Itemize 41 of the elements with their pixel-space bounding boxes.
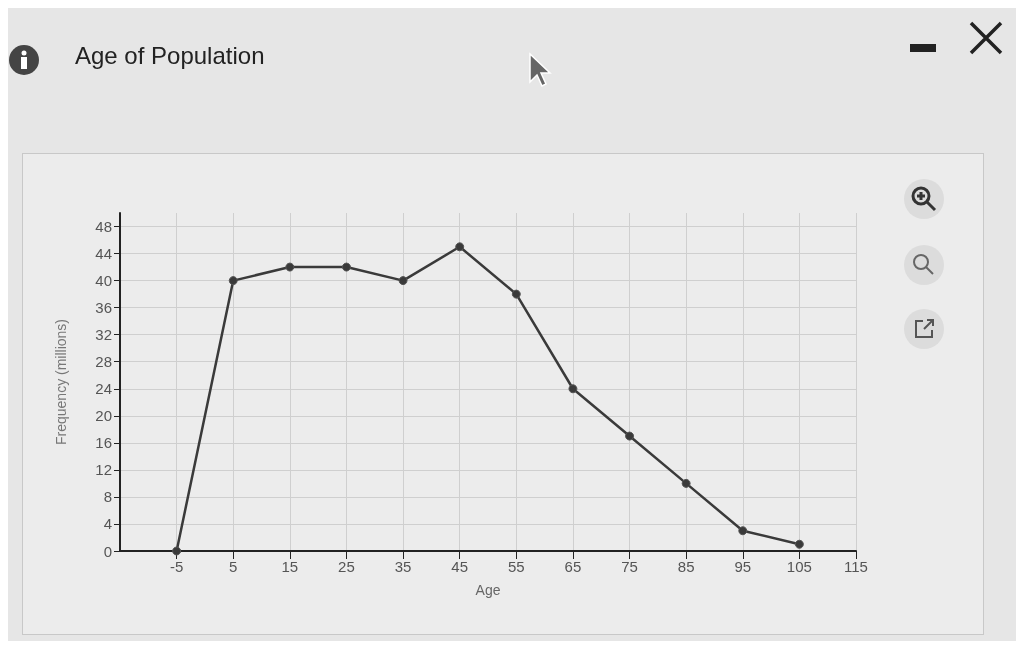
x-tick-label: 95: [734, 558, 752, 575]
point: [511, 289, 521, 299]
y-tick-label: 16: [95, 434, 112, 452]
point: [681, 478, 691, 488]
point: [398, 276, 408, 286]
x-tick-label: 5: [229, 558, 238, 575]
chart-title: Age of Population: [75, 41, 265, 69]
y-tick-label: 12: [95, 461, 112, 479]
x-tick-label: 115: [844, 558, 868, 575]
point: [172, 546, 182, 556]
x-tick-label: 65: [564, 558, 582, 575]
x-axis-title: Age: [475, 582, 501, 598]
y-tick-label: 36: [95, 299, 112, 317]
point: [455, 242, 465, 252]
y-tick-label: 0: [103, 542, 112, 560]
y-axis-title: Frequency (millions): [53, 318, 69, 446]
point: [341, 262, 351, 272]
x-tick-label: 15: [281, 558, 299, 575]
x-tick-label: 75: [621, 558, 638, 575]
x-tick-label: -5: [169, 558, 184, 575]
x-tick-label: 85: [677, 558, 695, 575]
x-tick-label: 45: [451, 558, 469, 575]
point: [625, 431, 635, 441]
y-tick-label: 28: [95, 353, 112, 371]
y-tick-label: 20: [95, 407, 112, 425]
point: [738, 526, 748, 536]
x-tick-label: 35: [394, 558, 412, 575]
y-tick-label: 8: [103, 488, 112, 506]
point: [794, 539, 804, 549]
y-tick-label: 4: [103, 515, 112, 533]
y-tick-label: 40: [95, 272, 112, 290]
point: [228, 276, 238, 286]
y-tick-label: 48: [95, 218, 112, 236]
y-tick-label: 44: [95, 245, 112, 263]
y-tick-label: 32: [95, 326, 112, 344]
point: [568, 384, 578, 394]
x-tick-label: 55: [507, 558, 525, 575]
y-tick-label: 24: [95, 380, 112, 398]
x-tick-label: 105: [786, 558, 812, 575]
x-tick-label: 25: [338, 558, 355, 575]
point: [285, 262, 295, 272]
